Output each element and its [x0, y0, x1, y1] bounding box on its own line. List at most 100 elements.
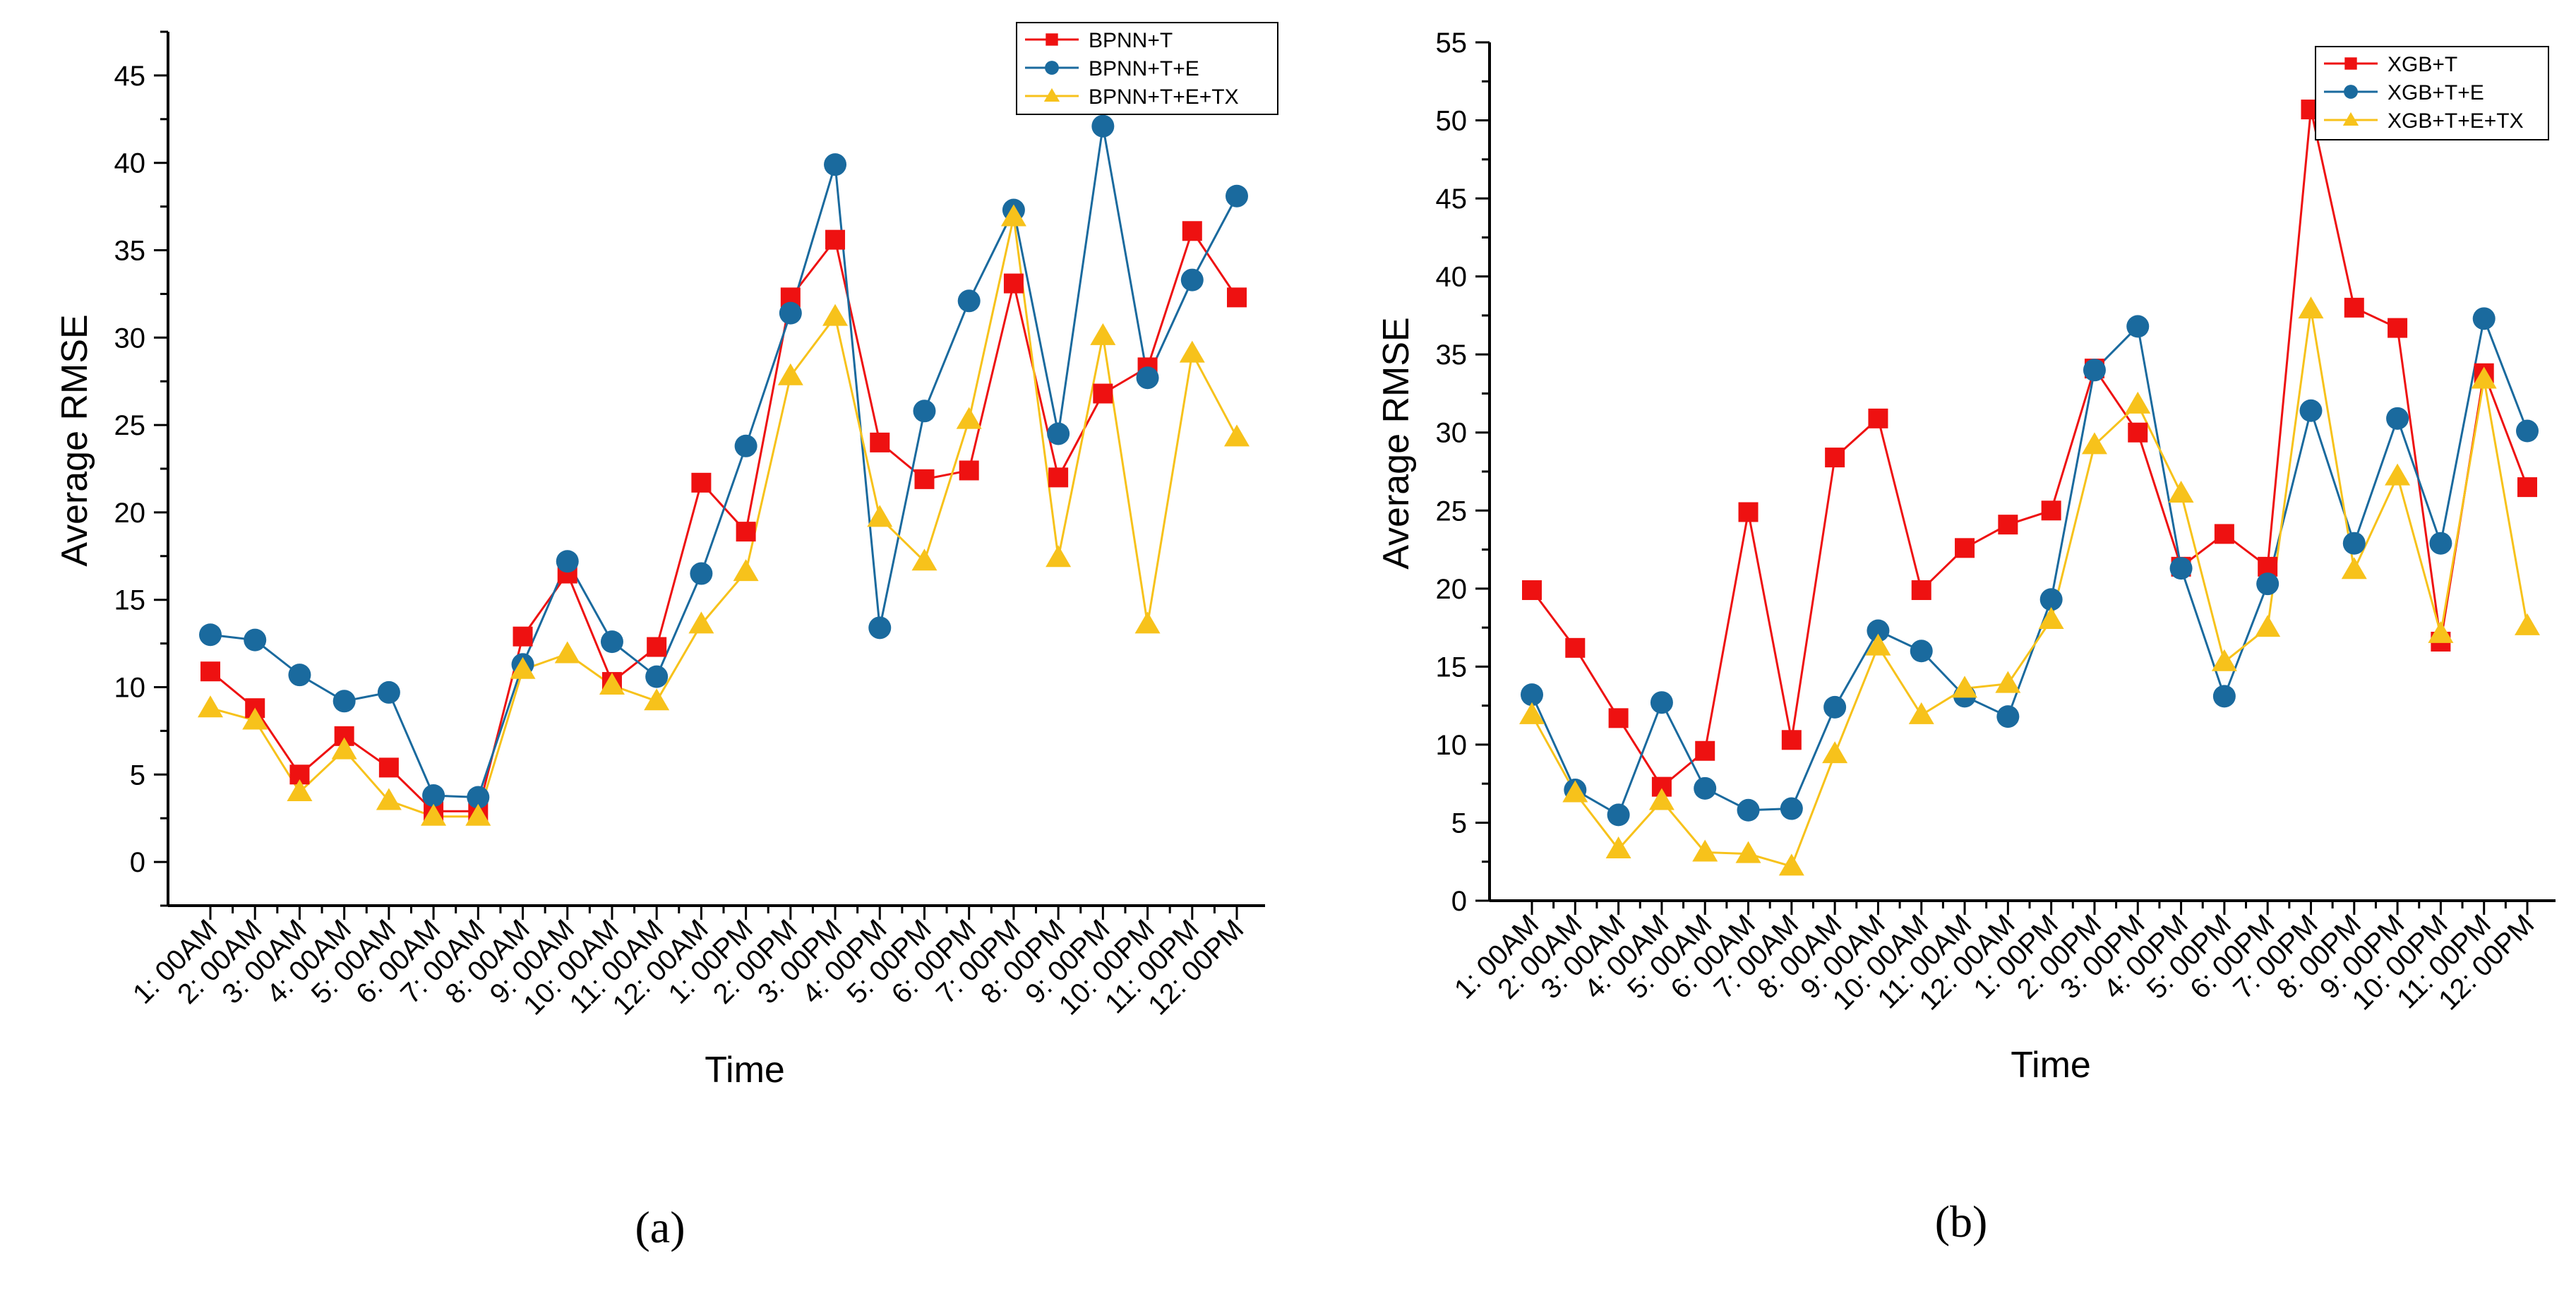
data-point: [2256, 572, 2280, 596]
data-point: [1650, 691, 1673, 714]
data-point: [2472, 307, 2496, 330]
data-point: [2388, 318, 2408, 338]
data-point: [1996, 705, 2020, 728]
data-point: [911, 548, 937, 571]
y-tick-label: 40: [114, 148, 146, 179]
y-tick-label: 30: [1436, 418, 1468, 449]
data-point: [825, 229, 846, 250]
data-point: [2429, 532, 2452, 555]
data-point: [1093, 383, 1113, 404]
data-point: [1180, 268, 1204, 292]
data-point: [2428, 620, 2454, 643]
y-tick-label: 25: [114, 410, 146, 441]
y-tick-label: 5: [130, 760, 145, 791]
data-point: [422, 784, 445, 808]
data-point: [959, 460, 979, 481]
data-point: [1865, 633, 1891, 656]
y-tick-label: 55: [1436, 28, 1468, 59]
data-point: [1780, 797, 1803, 820]
data-point: [688, 611, 714, 634]
data-point: [1091, 114, 1115, 138]
y-tick-label: 40: [1436, 262, 1468, 293]
data-point: [2212, 685, 2236, 708]
data-point: [377, 680, 400, 704]
data-point: [1995, 671, 2021, 693]
y-tick-label: 10: [1436, 730, 1468, 761]
data-point: [2083, 359, 2106, 382]
y-tick-label: 25: [1436, 496, 1468, 527]
legend-marker: [1043, 88, 1060, 102]
y-tick-label: 15: [114, 585, 146, 616]
data-point: [1003, 273, 1024, 294]
data-point: [1179, 340, 1205, 363]
data-point: [513, 626, 533, 647]
data-point: [1823, 695, 1847, 719]
data-point: [2385, 463, 2411, 486]
data-point: [736, 522, 756, 542]
y-tick-label: 15: [1436, 652, 1468, 683]
data-point: [1822, 741, 1848, 764]
data-point: [1227, 287, 1247, 308]
data-point: [599, 673, 625, 695]
data-point: [824, 153, 847, 176]
legend-marker: [1045, 61, 1059, 75]
data-point: [779, 301, 802, 325]
data-point: [200, 661, 220, 682]
y-axis-title: Average RMSE: [54, 314, 95, 566]
series-line-XGB+T+E+TX: [1530, 308, 2529, 868]
data-point: [554, 641, 580, 664]
data-point: [467, 786, 490, 809]
data-point: [734, 434, 757, 457]
data-point: [2386, 407, 2409, 430]
data-point: [913, 400, 936, 423]
data-point: [822, 304, 849, 326]
data-point: [2298, 296, 2324, 319]
data-point: [2169, 557, 2193, 580]
data-point: [1000, 204, 1026, 227]
data-point: [868, 616, 892, 640]
y-tick-label: 35: [1436, 340, 1468, 371]
data-point: [2081, 432, 2107, 455]
data-point: [2168, 480, 2194, 503]
y-tick-label: 5: [1451, 808, 1467, 839]
data-point: [1519, 702, 1545, 724]
data-point: [957, 289, 981, 313]
data-point: [1910, 640, 1933, 663]
data-point: [867, 505, 893, 527]
data-point: [1908, 702, 1934, 724]
y-tick-label: 45: [1436, 184, 1468, 215]
legend: BPNN+T BPNN+T+E BPNN+T+E+TX: [1016, 22, 1278, 115]
data-point: [870, 432, 890, 452]
data-point: [1136, 366, 1159, 390]
data-point: [2125, 391, 2151, 414]
data-point: [1781, 730, 1802, 750]
data-point: [1737, 798, 1760, 822]
data-point: [2516, 419, 2539, 443]
data-point: [1911, 580, 1931, 601]
legend-label: XGB+T: [2388, 53, 2457, 76]
y-tick-label: 0: [130, 847, 145, 878]
series-line-XGB+T+E: [1530, 314, 2529, 817]
data-point: [1648, 788, 1675, 810]
data-point: [331, 737, 357, 760]
panel-label: (b): [1935, 1196, 1988, 1247]
data-point: [1868, 408, 1888, 428]
y-tick-label: 35: [114, 236, 146, 267]
data-point: [2342, 532, 2366, 555]
data-point: [1182, 221, 1202, 241]
y-tick-label: 10: [114, 673, 146, 704]
data-point: [2039, 588, 2063, 611]
data-point: [510, 656, 536, 679]
data-point: [376, 788, 402, 810]
legend-label: BPNN+T: [1089, 29, 1173, 52]
data-point: [2341, 557, 2367, 580]
data-point: [2214, 524, 2234, 544]
data-point: [777, 363, 803, 385]
data-point: [956, 407, 982, 429]
legend: XGB+T XGB+T+E XGB+T+E+TX: [2315, 46, 2549, 140]
legend-label: BPNN+T+E: [1089, 57, 1199, 80]
legend-marker: [2342, 112, 2359, 126]
legend-label: XGB+T+E+TX: [2388, 109, 2524, 133]
data-point: [378, 757, 399, 778]
